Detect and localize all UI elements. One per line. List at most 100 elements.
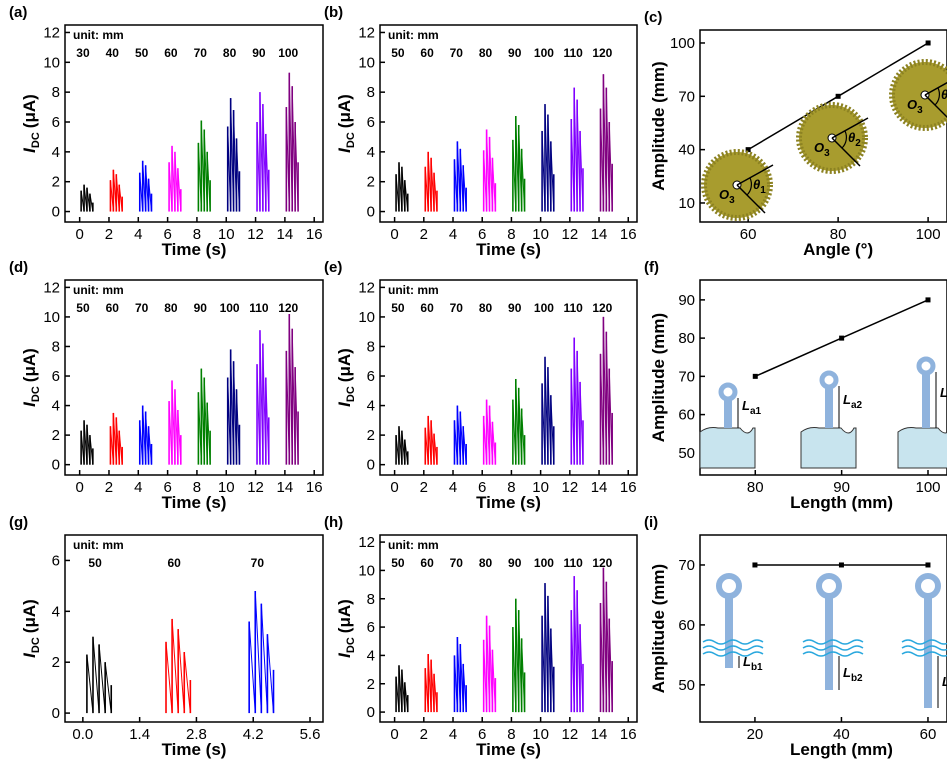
gear-label-sub: 3 [824,148,830,159]
x-tick-label: 8 [193,226,201,243]
burst-label: 80 [479,301,493,315]
base-block [699,427,756,469]
x-axis-label: Time (s) [162,493,227,512]
x-axis-label: Time (s) [476,240,541,259]
x-tick-label: 2 [420,479,428,496]
gear-label-main: O [907,97,917,112]
x-tick-label: 14 [591,226,608,243]
marker [838,562,844,568]
spike-decay [86,654,94,714]
burst-label: 70 [450,46,464,60]
y-tick-label: 10 [358,54,375,71]
y-tick-label: 4 [52,398,60,415]
gear-arm [736,164,774,186]
marker [925,297,931,303]
y-axis-symbol: I [335,652,354,658]
x-tick-label: 12 [247,479,264,496]
x-tick-label: 14 [591,726,608,743]
plot-frame [699,279,947,476]
dim-label-main: L [843,392,851,407]
dim-label: La2 [843,392,863,411]
y-tick-label: 70 [678,557,695,574]
gear-label: O3 [719,187,735,206]
base-block [897,427,947,469]
y-axis-symbol: I [335,401,354,407]
x-tick-label: 0 [390,479,398,496]
x-tick-label: 8 [507,226,515,243]
unit-note: unit: mm [388,28,439,42]
y-tick-label: 6 [52,552,60,569]
marker [839,335,845,341]
dim-label: La1 [742,398,762,417]
dim-label-main: L [942,674,947,689]
burst-label: 110 [563,556,583,570]
burst-label: 80 [479,556,493,570]
y-tick-label: 0 [367,457,375,474]
spike-decay [98,644,106,714]
y-tick-label: 0 [367,704,375,721]
x-tick-label: 8 [507,726,515,743]
gear-arm [736,184,766,214]
dim-label-sub: b2 [851,673,863,684]
burst-label: 120 [592,46,612,60]
x-tick-label: 16 [620,226,637,243]
dim-label: Lb2 [843,665,863,684]
burst-label: 120 [592,556,612,570]
y-axis-label: Amplitude (mm) [649,564,668,693]
burst-label: 50 [391,301,405,315]
x-tick-label: 2 [105,226,113,243]
x-tick-label: 12 [561,726,578,743]
x-tick-label: 10 [532,226,549,243]
burst-label: 80 [164,301,178,315]
angle-label: θ1 [753,177,766,196]
y-tick-label: 12 [43,24,60,41]
burst-label: 80 [479,46,493,60]
burst-label: 70 [135,301,149,315]
y-tick-label: 0 [52,705,60,722]
y-tick-label: 100 [670,35,695,52]
y-tick-label: 0 [52,457,60,474]
y-axis-sub: DC [345,637,357,653]
x-tick-label: 4 [449,726,457,743]
burst-label: 120 [592,301,612,315]
x-tick-label: 2 [420,226,428,243]
panel-label: (a) [9,4,27,21]
wave [802,639,864,645]
plot-frame [699,534,947,723]
y-axis-label: Amplitude (mm) [649,313,668,442]
gear-label: O3 [907,97,923,116]
x-tick-label: 10 [218,226,235,243]
x-tick-label: 0 [75,479,83,496]
base-block [800,427,857,469]
dim-label-sub: b1 [751,662,763,673]
angle-label-main: θ [753,177,760,192]
spike-decay [183,651,191,714]
y-axis-label: IDC (μA) [335,94,357,153]
x-tick-label: 40 [833,726,850,743]
gear-label-main: O [719,187,729,202]
stick [725,596,733,668]
stick-ring [718,382,738,402]
y-axis-sub: DC [30,637,42,653]
wave [901,651,947,657]
stick-ring [819,370,839,390]
plot-frame [379,279,638,476]
spike-decay [260,603,268,714]
x-tick-label: 16 [620,726,637,743]
y-tick-label: 6 [367,114,375,131]
unit-note: unit: mm [388,538,439,552]
gear-label: O3 [814,140,830,159]
x-tick-label: 14 [277,479,294,496]
x-tick-label: 4 [449,479,457,496]
x-tick-label: 6 [163,479,171,496]
panel-label: (i) [644,514,658,531]
stick-ring [916,356,936,376]
burst-label: 50 [76,301,90,315]
x-tick-label: 80 [747,479,764,496]
y-axis-unit: (μA) [335,348,354,382]
y-axis-sub: DC [30,386,42,402]
y-tick-label: 2 [52,654,60,671]
gear-label-sub: 3 [729,195,735,206]
angle-label: θ2 [848,130,861,149]
panel-label: (h) [324,514,343,531]
